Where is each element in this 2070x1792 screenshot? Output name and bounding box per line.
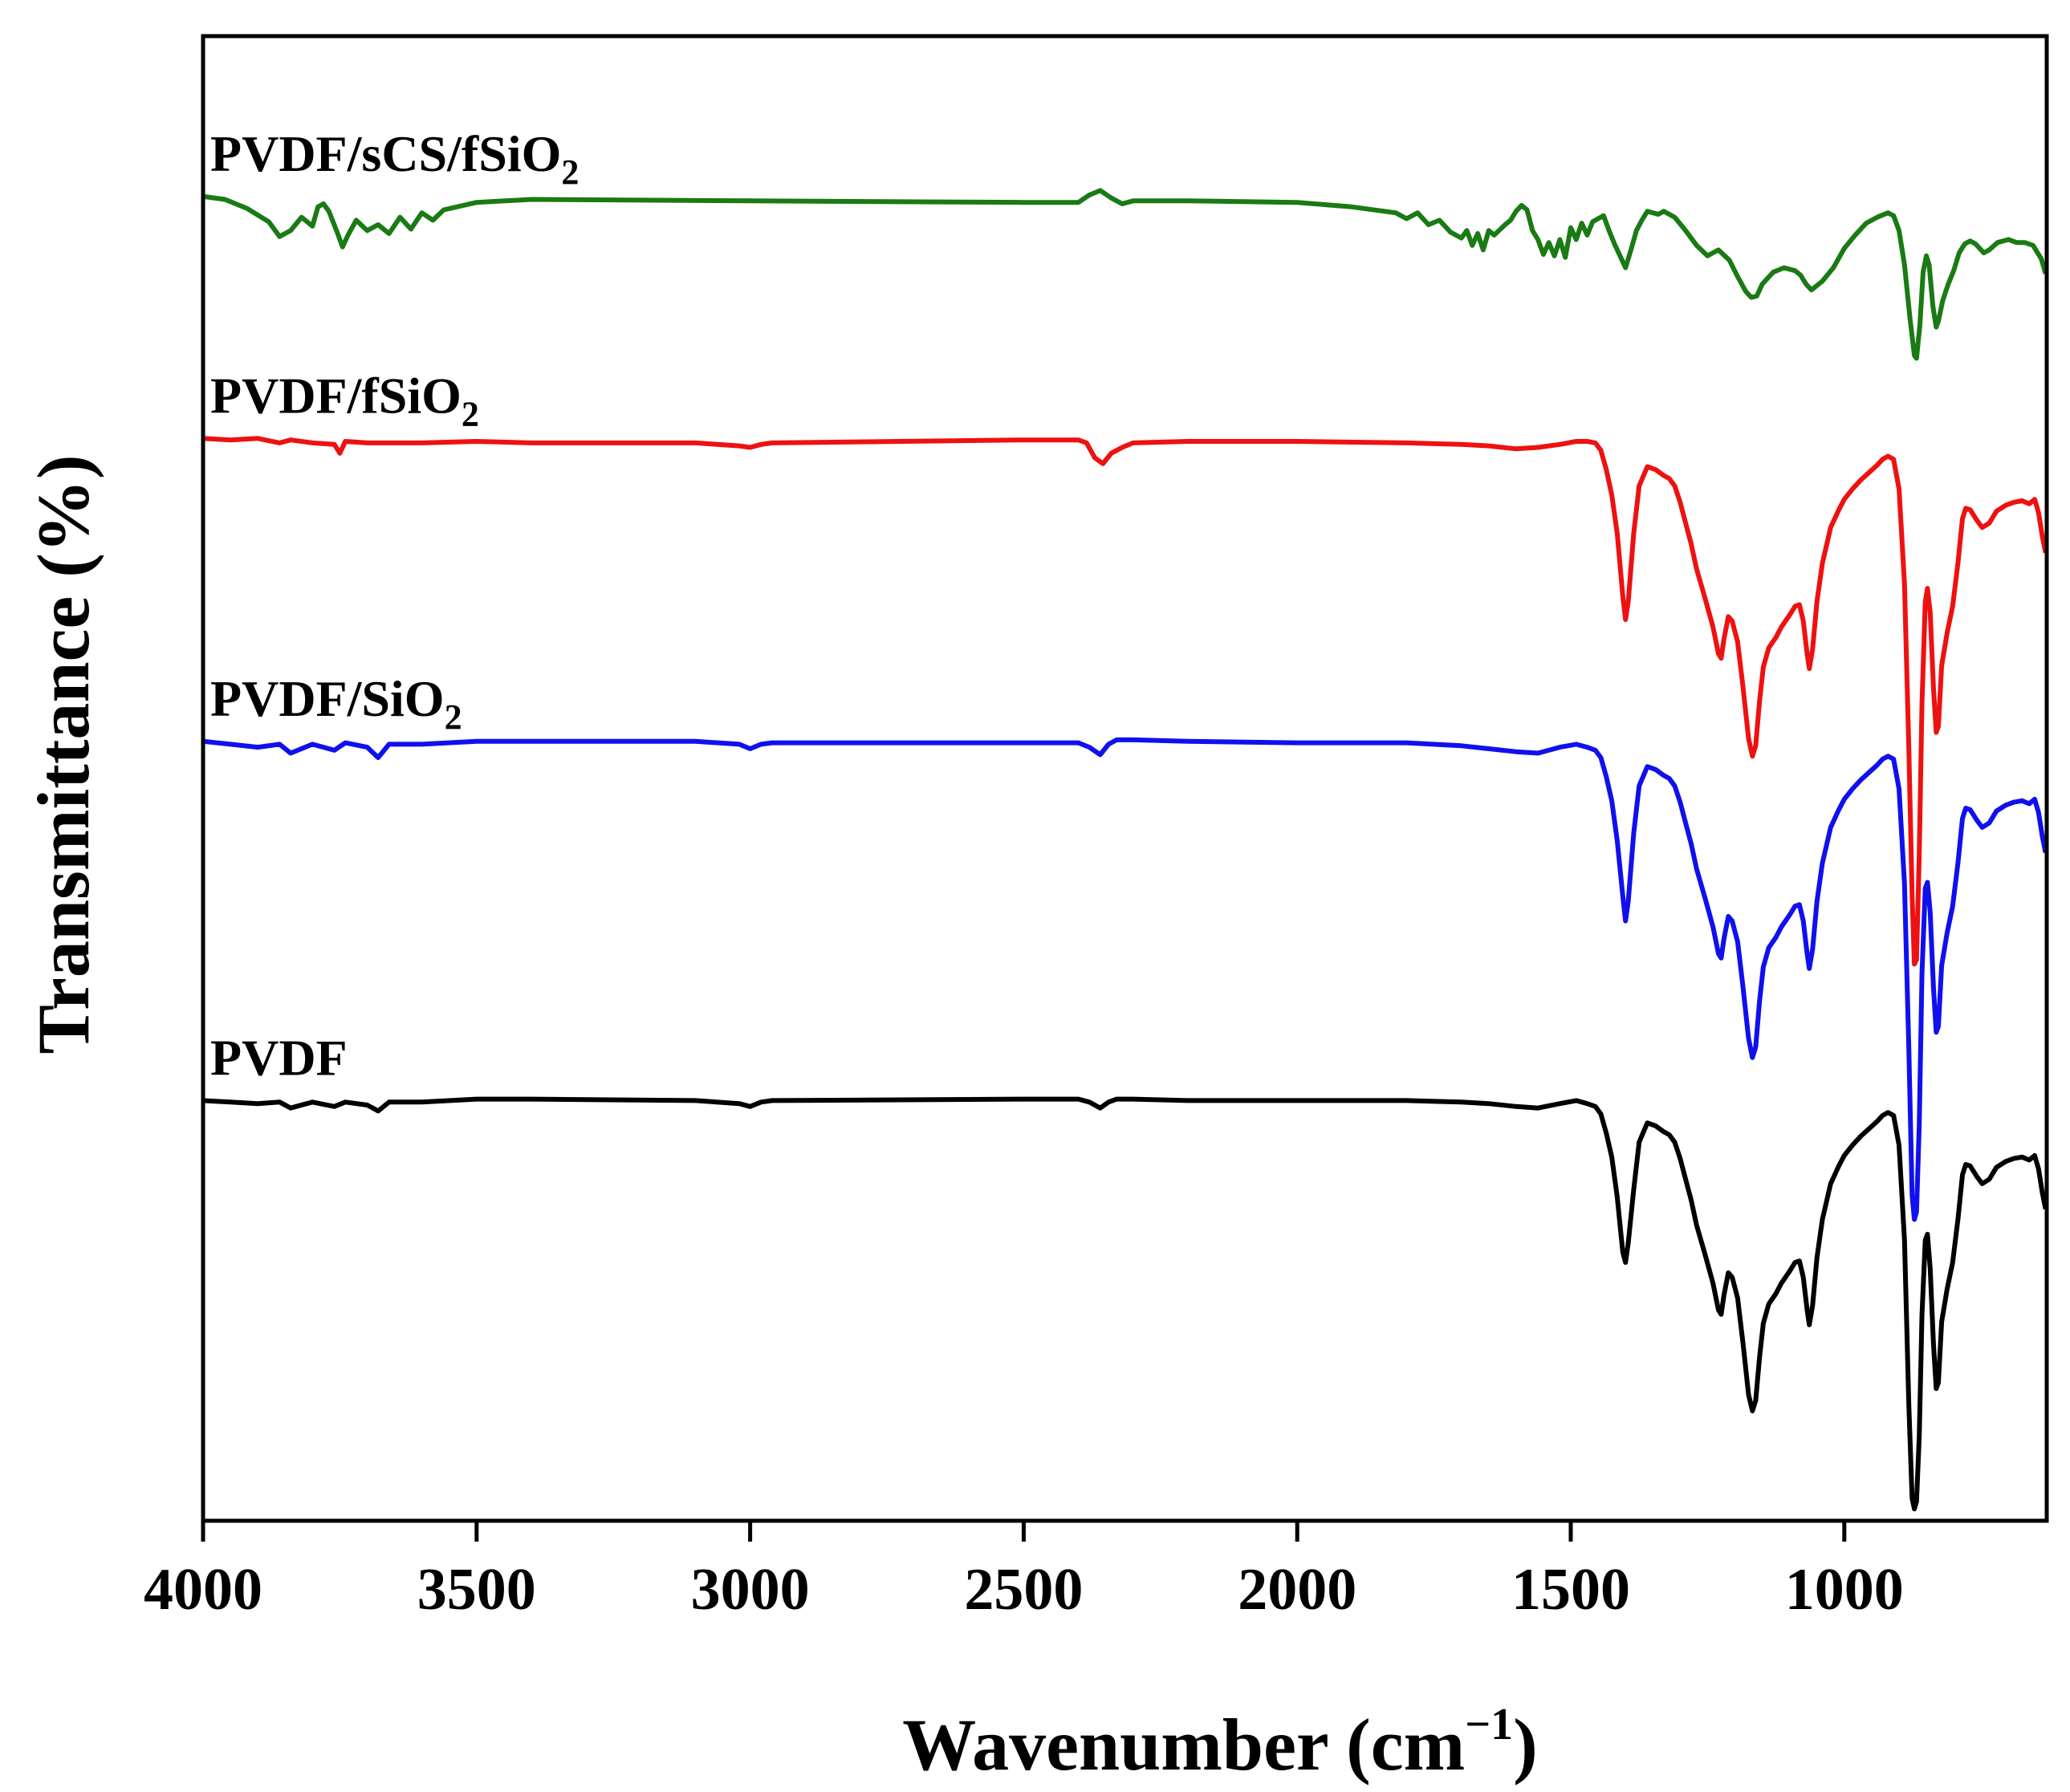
- x-tick-label: 2500: [964, 1557, 1083, 1623]
- plot-frame: [201, 34, 2049, 1523]
- series-line-1: [202, 188, 2048, 361]
- series-label-3: PVDF/SiO2: [210, 670, 462, 737]
- y-axis-title: Transmittance (%): [22, 455, 104, 1054]
- x-axis-title: Wavenumber (cm−1): [902, 1700, 1538, 1786]
- series-line-4: [202, 1096, 2048, 1512]
- x-tick-label: 2000: [1238, 1557, 1356, 1623]
- series-label-2: PVDF/fSiO2: [210, 367, 479, 433]
- series-label-4: PVDF: [210, 1029, 348, 1086]
- x-ticks: 4000 3500 3000 2500 2000 1500 1000: [144, 1521, 1904, 1623]
- series-line-2: [202, 436, 2048, 967]
- x-tick-label: 1500: [1511, 1557, 1630, 1623]
- series-group: [202, 188, 2048, 1512]
- x-tick-label: 4000: [144, 1557, 262, 1623]
- x-tick-label: 3500: [417, 1557, 536, 1623]
- x-tick-label: 1000: [1785, 1557, 1904, 1623]
- series-labels: PVDF/sCS/fSiO2 PVDF/fSiO2 PVDF/SiO2 PVDF: [210, 125, 579, 1087]
- x-tick-label: 3000: [691, 1557, 810, 1623]
- series-label-1: PVDF/sCS/fSiO2: [210, 125, 579, 192]
- series-line-3: [202, 737, 2048, 1222]
